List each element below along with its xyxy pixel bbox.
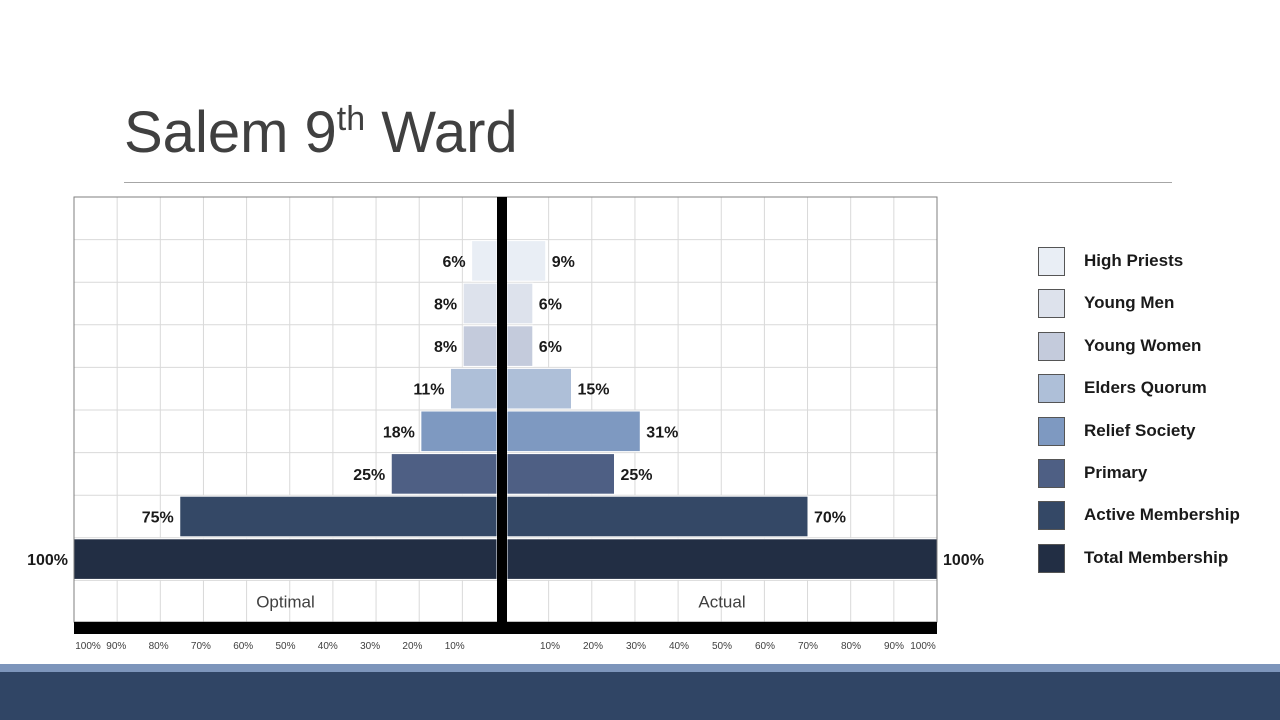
legend-swatch — [1038, 247, 1065, 276]
x-tick-label-left: 10% — [445, 641, 465, 652]
x-tick-label-right: 80% — [841, 641, 861, 652]
title-main: Salem 9 — [124, 100, 337, 165]
title-end: Ward — [365, 100, 518, 165]
data-label-actual: 6% — [539, 339, 562, 356]
x-tick-label-left: 40% — [318, 641, 338, 652]
x-tick-label-right: 30% — [626, 641, 646, 652]
legend-label: Relief Society — [1084, 420, 1196, 440]
x-tick-label-right: 20% — [583, 641, 603, 652]
x-tick-label-left: 80% — [149, 641, 169, 652]
legend-item: Young Women — [1038, 331, 1278, 362]
bar-optimal — [420, 410, 498, 453]
x-tick-label-right: 90% — [884, 641, 904, 652]
bar-optimal — [73, 538, 498, 580]
bar-actual — [506, 453, 615, 495]
legend-label: Primary — [1084, 463, 1148, 482]
series-label-optimal: Optimal — [256, 592, 315, 611]
legend-swatch — [1038, 459, 1065, 488]
legend-item: Active Membership — [1038, 501, 1278, 531]
x-tick-label-left: 50% — [275, 641, 295, 652]
bar-actual — [506, 495, 809, 538]
population-pyramid-chart: 6% 9% 8% 6% 8% 6% 11% 15% 18% 31% 25% 25% 75% 70% 100%… — [27, 196, 984, 652]
series-label-actual: Actual — [698, 592, 745, 611]
center-axis — [497, 197, 507, 632]
legend-swatch — [1038, 374, 1065, 404]
legend-swatch — [1038, 416, 1065, 446]
data-label-optimal: 75% — [142, 510, 174, 527]
legend-item: Primary — [1038, 459, 1278, 489]
bar-optimal — [390, 453, 498, 495]
data-label-actual: 31% — [646, 424, 678, 441]
bar-actual — [506, 538, 938, 580]
data-label-actual: 25% — [621, 467, 653, 484]
footer-bar — [0, 672, 1280, 720]
bar-optimal — [471, 240, 498, 282]
legend-label: Elders Quorum — [1084, 378, 1207, 398]
bar-actual — [506, 240, 547, 282]
x-tick-label-right: 100% — [910, 641, 936, 652]
data-label-actual: 9% — [552, 254, 575, 271]
x-tick-label-left: 60% — [233, 641, 253, 652]
bar-optimal — [462, 282, 498, 325]
x-tick-label-right: 70% — [798, 641, 818, 652]
title-superscript: th — [336, 100, 366, 138]
x-tick-label-right: 10% — [540, 641, 560, 652]
bar-actual — [506, 325, 534, 367]
data-label-optimal: 25% — [353, 467, 385, 484]
data-label-optimal: 18% — [383, 424, 415, 441]
x-tick-label-left: 20% — [402, 641, 422, 652]
data-label-optimal: 6% — [442, 254, 465, 271]
bar-optimal — [449, 367, 498, 410]
legend-item: Relief Society — [1038, 416, 1278, 447]
data-label-optimal: 8% — [434, 339, 457, 356]
x-tick-label-left: 30% — [360, 641, 380, 652]
data-label-optimal: 100% — [27, 552, 68, 569]
x-axis-bar — [74, 622, 937, 634]
data-label-actual: 6% — [539, 297, 562, 314]
footer-accent-bar — [0, 664, 1280, 672]
legend-label: Total Membership — [1084, 547, 1229, 567]
bar-actual — [506, 367, 572, 410]
legend-swatch — [1038, 543, 1065, 573]
legend-swatch — [1038, 289, 1065, 319]
legend-swatch — [1038, 501, 1065, 531]
legend-item: High Priests — [1038, 247, 1278, 277]
legend-swatch — [1038, 331, 1065, 361]
x-tick-label-left: 70% — [191, 641, 211, 652]
x-tick-label-right: 60% — [755, 641, 775, 652]
data-label-actual: 100% — [943, 552, 984, 569]
legend-label: Young Men — [1084, 293, 1175, 313]
bar-optimal — [462, 325, 498, 367]
bar-actual — [506, 282, 534, 325]
bar-optimal — [179, 495, 498, 538]
x-tick-label-right: 50% — [712, 641, 732, 652]
x-tick-label-left: 100% — [75, 641, 101, 652]
data-label-optimal: 8% — [434, 297, 457, 314]
legend-item: Young Men — [1038, 289, 1278, 319]
legend-item: Total Membership — [1038, 543, 1278, 574]
x-tick-label-right: 40% — [669, 641, 689, 652]
legend-label: Active Membership — [1084, 505, 1240, 525]
data-label-actual: 70% — [814, 510, 846, 527]
x-tick-label-left: 90% — [106, 641, 126, 652]
bar-actual — [506, 410, 641, 453]
legend-label: High Priests — [1084, 251, 1184, 270]
legend-label: Young Women — [1084, 335, 1202, 355]
data-label-actual: 15% — [578, 382, 610, 399]
slide-title: Salem 9th Ward — [124, 102, 518, 162]
legend-item: Elders Quorum — [1038, 374, 1278, 404]
title-rule — [124, 182, 1172, 183]
data-label-optimal: 11% — [413, 382, 444, 399]
